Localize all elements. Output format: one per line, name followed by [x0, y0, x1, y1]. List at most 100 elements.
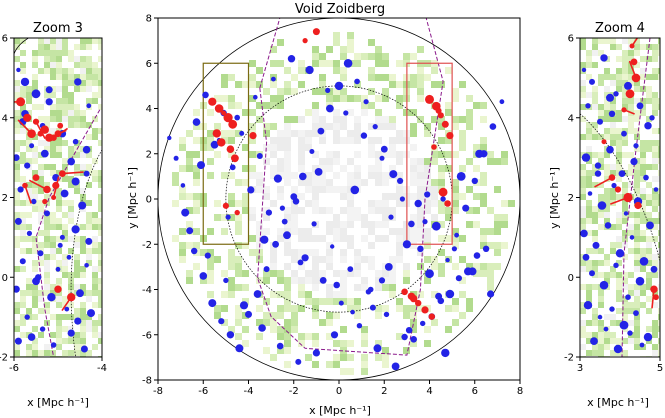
density-cell — [396, 102, 403, 109]
density-cell — [586, 158, 592, 164]
density-cell — [14, 140, 20, 146]
red-marker — [226, 145, 235, 153]
density-cell — [20, 230, 26, 236]
density-background — [172, 32, 515, 375]
density-cell — [284, 221, 291, 228]
y-tick-label: 4 — [146, 104, 152, 115]
density-cell — [305, 186, 312, 193]
density-cell — [80, 62, 86, 68]
density-cell — [326, 298, 333, 305]
density-cell — [26, 224, 32, 230]
density-cell — [658, 44, 660, 50]
density-cell — [410, 319, 417, 326]
density-cell — [235, 333, 242, 340]
density-cell — [242, 242, 249, 249]
density-cell — [74, 122, 80, 128]
density-cell — [312, 333, 319, 340]
density-cell — [20, 158, 26, 164]
density-cell — [92, 98, 98, 104]
density-cell — [44, 266, 50, 272]
density-cell — [375, 95, 382, 102]
panel-title: Zoom 3 — [33, 21, 83, 36]
blue-marker — [218, 318, 225, 325]
density-cell — [270, 291, 277, 298]
density-cell — [263, 270, 270, 277]
density-cell — [646, 326, 652, 332]
density-cell — [270, 256, 277, 263]
density-cell — [634, 266, 640, 272]
density-cell — [347, 200, 354, 207]
density-cell — [14, 242, 20, 248]
density-cell — [62, 110, 68, 116]
density-cell — [38, 260, 44, 266]
density-cell — [410, 172, 417, 179]
density-cell — [340, 347, 347, 354]
density-cell — [228, 326, 235, 333]
density-cell — [92, 284, 98, 290]
density-cell — [98, 170, 102, 176]
blue-marker — [633, 143, 639, 149]
density-cell — [20, 68, 26, 74]
density-cell — [228, 193, 235, 200]
density-cell — [62, 68, 68, 74]
density-cell — [32, 56, 38, 62]
density-cell — [604, 338, 610, 344]
density-cell — [452, 88, 459, 95]
density-cell — [652, 332, 658, 338]
density-cell — [586, 182, 592, 188]
density-cell — [382, 270, 389, 277]
density-cell — [32, 104, 38, 110]
density-cell — [640, 74, 646, 80]
blue-marker — [186, 227, 194, 235]
density-cell — [658, 260, 660, 266]
void-hull — [35, 109, 101, 357]
red-marker — [23, 113, 32, 122]
density-cell — [652, 200, 658, 206]
density-cell — [68, 104, 74, 110]
density-cell — [86, 350, 92, 356]
density-cell — [658, 158, 660, 164]
blue-marker — [319, 277, 327, 284]
red-marker — [625, 89, 635, 99]
density-cell — [14, 146, 20, 152]
density-cell — [347, 221, 354, 228]
density-cell — [298, 144, 305, 151]
density-cell — [487, 270, 494, 277]
density-cell — [361, 102, 368, 109]
density-cell — [417, 172, 424, 179]
density-cell — [50, 332, 56, 338]
density-cell — [26, 308, 32, 314]
density-cell — [44, 230, 50, 236]
density-cell — [640, 164, 646, 170]
density-cell — [242, 284, 249, 291]
y-tick-label: 8 — [146, 14, 152, 25]
density-cell — [396, 81, 403, 88]
density-cell — [361, 361, 368, 368]
density-cell — [340, 256, 347, 263]
density-cell — [658, 350, 660, 356]
blue-marker — [199, 272, 208, 280]
density-cell — [98, 290, 102, 296]
red-marker — [37, 130, 44, 137]
density-cell — [68, 152, 74, 158]
density-cell — [86, 296, 92, 302]
density-cell — [38, 104, 44, 110]
red-marker — [421, 306, 429, 314]
density-cell — [242, 200, 249, 207]
density-cell — [333, 137, 340, 144]
red-marker — [249, 132, 257, 140]
density-cell — [200, 277, 207, 284]
x-tick-label: -2 — [289, 386, 299, 397]
velocity-arrow — [594, 176, 613, 188]
density-cell — [207, 158, 214, 165]
density-cell — [424, 277, 431, 284]
density-cell — [592, 164, 598, 170]
density-cell — [598, 320, 604, 326]
density-cell — [86, 62, 92, 68]
density-cell — [431, 319, 438, 326]
density-cell — [319, 235, 326, 242]
density-cell — [62, 260, 68, 266]
density-cell — [179, 137, 186, 144]
density-cell — [354, 151, 361, 158]
density-cell — [312, 284, 319, 291]
